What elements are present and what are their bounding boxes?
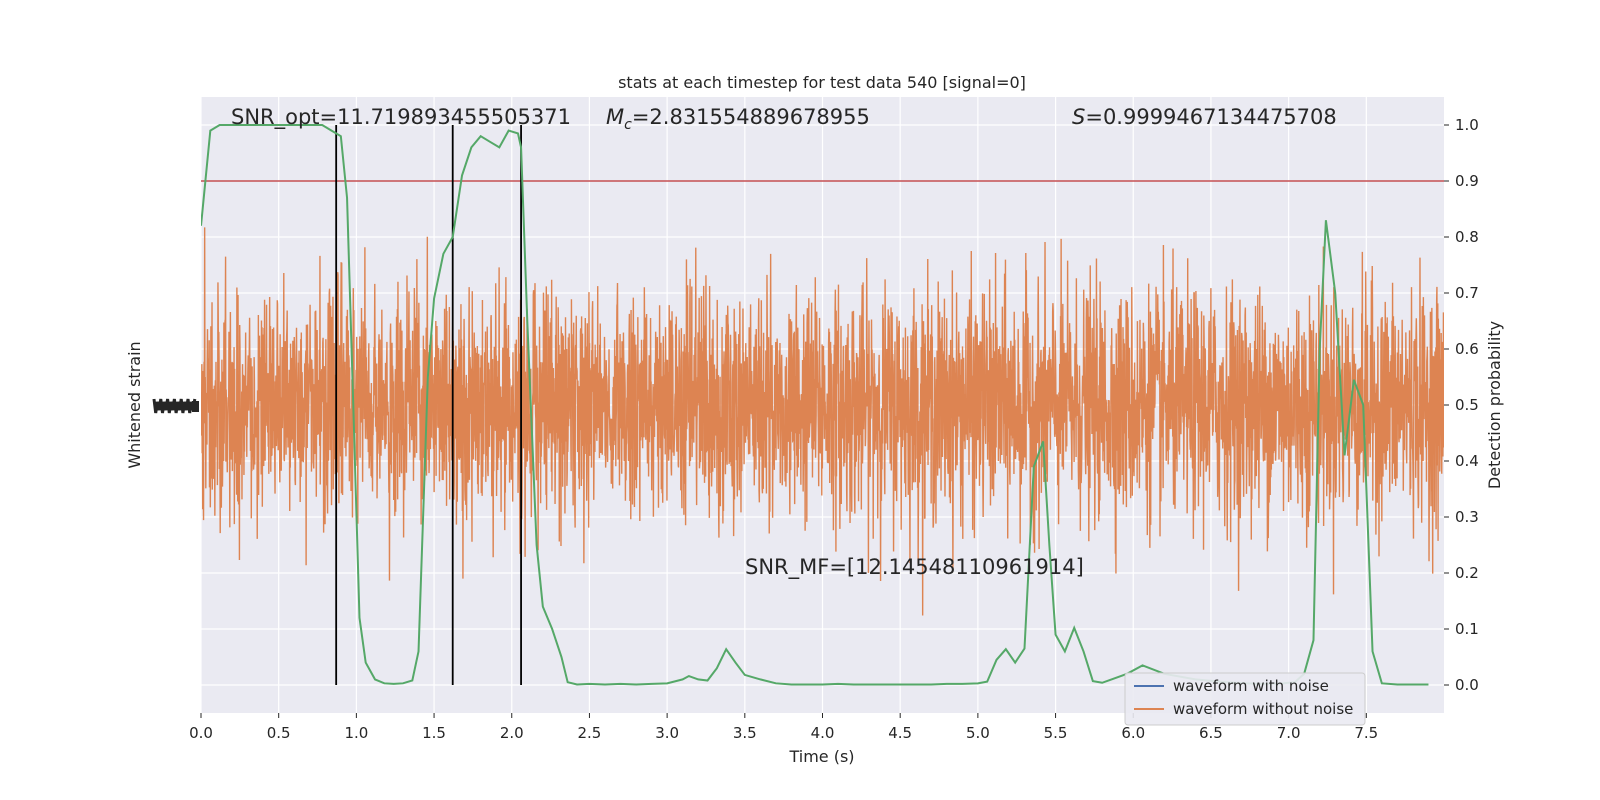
snr-mf-annotation: SNR_MF=[12.14548110961914]	[745, 555, 1084, 580]
y-tick-label: 0.4	[1455, 452, 1479, 470]
y-tick-label: 0.1	[1455, 620, 1479, 638]
x-tick-label: 4.5	[888, 724, 912, 742]
y-tick-label: 1.0	[1455, 116, 1479, 134]
chart-title: stats at each timestep for test data 540…	[618, 73, 1026, 92]
clean-waveform-series	[201, 227, 1444, 616]
legend-label-noise: waveform with noise	[1173, 677, 1329, 695]
y-tick-label: 0.7	[1455, 284, 1479, 302]
right-axis-ticks: 0.0 0.1 0.2 0.3 0.4 0.5 0.6 0.7 0.8 0.9 1.0	[1444, 116, 1479, 694]
x-tick-label: 7.5	[1354, 724, 1378, 742]
x-tick-label: 5.5	[1044, 724, 1068, 742]
y-tick-label: 0.5	[1455, 396, 1479, 414]
x-tick-label: 0.5	[267, 724, 291, 742]
vertical-markers	[335, 125, 522, 685]
x-tick-label: 2.0	[500, 724, 524, 742]
y-tick-label: 0.6	[1455, 340, 1479, 358]
y-tick-label: 0.0	[1455, 676, 1479, 694]
x-axis-label: Time (s)	[788, 747, 854, 766]
left-axis-tick-block	[192, 401, 199, 412]
x-tick-label: 6.5	[1199, 724, 1223, 742]
y-tick-label: 0.8	[1455, 228, 1479, 246]
x-tick-label: 1.5	[422, 724, 446, 742]
probability-line	[201, 124, 1429, 686]
x-tick-label: 3.0	[655, 724, 679, 742]
legend: waveform with noise waveform without noi…	[1124, 672, 1366, 726]
x-tick-label: 1.0	[344, 724, 368, 742]
y-tick-label: 0.2	[1455, 564, 1479, 582]
clean-waveform-line	[201, 227, 1444, 616]
probability-series	[201, 124, 1429, 686]
legend-label-clean: waveform without noise	[1173, 700, 1353, 718]
x-tick-label: 2.5	[578, 724, 602, 742]
right-axis-label: Detection probability	[1485, 321, 1504, 489]
mc-symbol: M	[606, 105, 624, 129]
x-tick-label: 4.0	[811, 724, 835, 742]
x-tick-label: 5.0	[966, 724, 990, 742]
left-axis-label: Whitened strain	[125, 341, 144, 468]
mc-subscript: c	[624, 117, 632, 133]
x-tick-label: 7.0	[1277, 724, 1301, 742]
left-axis-tick-cluster	[152, 398, 197, 414]
y-tick-label: 0.9	[1455, 172, 1479, 190]
snr-opt-annotation: SNR_opt=11.719893455505371	[231, 105, 571, 130]
mc-value: =2.831554889678955	[632, 105, 870, 129]
s-annotation: S=0.9999467134475708	[1072, 105, 1337, 129]
left-axis-squiggle	[152, 398, 199, 414]
y-tick-label: 0.3	[1455, 508, 1479, 526]
s-symbol: S	[1072, 105, 1085, 129]
s-value: =0.9999467134475708	[1085, 105, 1336, 129]
mc-annotation: Mc=2.831554889678955	[606, 105, 870, 133]
x-tick-label: 0.0	[189, 724, 213, 742]
x-axis-ticks: 0.0 0.5 1.0 1.5 2.0 2.5 3.0 3.5 4.0 4.5 5.0 5.5 6.0 6…	[189, 713, 1378, 742]
legend-box	[1124, 672, 1366, 726]
x-tick-label: 3.5	[733, 724, 757, 742]
x-tick-label: 6.0	[1121, 724, 1145, 742]
